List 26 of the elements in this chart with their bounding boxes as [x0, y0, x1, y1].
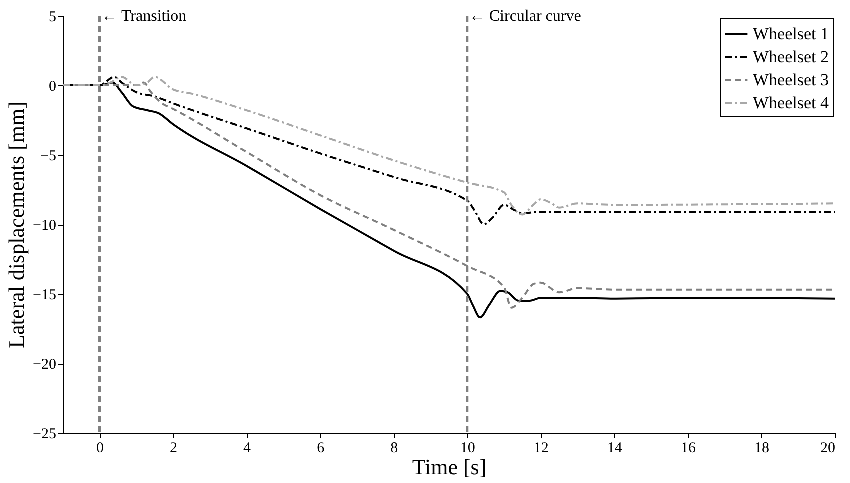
x-tick-label: 20: [820, 440, 836, 456]
y-tick-label: 5: [49, 10, 56, 26]
x-tick-label: 10: [460, 440, 476, 456]
x-tick-label: 12: [534, 440, 549, 456]
y-tick-label: 0: [49, 79, 56, 95]
y-tick-label: −20: [33, 357, 56, 373]
x-tick-label: 18: [754, 440, 770, 456]
y-tick-label: −25: [33, 426, 56, 442]
legend-label: Wheelset 3: [753, 70, 829, 90]
y-tick-label: −5: [40, 148, 56, 164]
y-tick-label: −15: [33, 288, 56, 304]
y-axis-title: Lateral displacements [mm]: [4, 102, 30, 348]
x-tick-label: 6: [317, 440, 326, 456]
legend-label: Wheelset 4: [753, 94, 830, 112]
x-tick-label: 4: [244, 440, 252, 456]
x-tick-label: 8: [390, 440, 398, 456]
legend-label: Wheelset 1: [753, 24, 829, 44]
legend-label: Wheelset 2: [753, 48, 829, 66]
x-tick-label: 16: [680, 440, 696, 456]
x-axis-title: Time [s]: [412, 454, 487, 480]
ref-line-label: ← Circular curve: [469, 8, 582, 25]
y-tick-label: −10: [33, 218, 56, 234]
x-tick-label: 2: [170, 440, 178, 456]
ref-line-label: ← Transition: [102, 8, 187, 25]
x-tick-label: 14: [607, 440, 623, 456]
x-tick-label: 0: [96, 440, 104, 456]
